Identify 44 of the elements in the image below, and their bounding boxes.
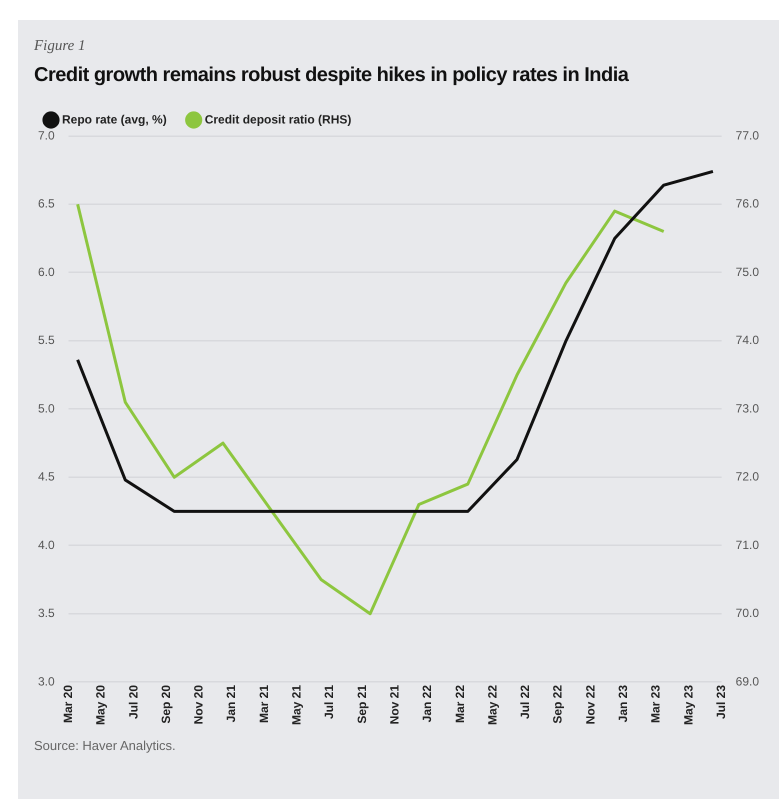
y2-tick-label: 72.0: [736, 470, 760, 484]
y-tick-label: 5.5: [38, 333, 55, 348]
y-tick-label: 4.5: [38, 470, 55, 484]
y2-tick-label: 75.0: [736, 264, 760, 279]
x-tick-label: Jan 22: [420, 684, 434, 722]
legend-label: Credit deposit ratio (RHS): [204, 112, 352, 126]
x-tick-label: May 23: [681, 684, 696, 726]
x-tick-label: Sep 20: [158, 684, 173, 724]
x-tick-label: Nov 21: [387, 684, 402, 724]
x-tick-label: Jul 23: [714, 684, 728, 720]
chart-title: Credit growth remains robust despite hikes in policy rates in India: [34, 64, 628, 87]
y2-tick-label: 71.0: [736, 538, 760, 552]
x-tick-label: Jul 21: [322, 684, 336, 720]
source-note: Source: Haver Analytics.: [34, 738, 176, 753]
x-tick-label: May 21: [290, 684, 304, 726]
x-tick-label: May 22: [485, 684, 500, 726]
y-tick-label: 5.0: [38, 401, 55, 416]
y2-tick-label: 73.0: [736, 401, 760, 416]
x-tick-label: Jan 21: [224, 684, 238, 722]
y2-tick-label: 70.0: [736, 606, 760, 620]
y-tick-label: 3.5: [38, 606, 55, 620]
x-tick-label: Nov 20: [192, 684, 206, 724]
x-tick-label: Jul 20: [126, 684, 140, 720]
chart-subtitle: Figure 1: [34, 38, 86, 55]
legend-label: Repo rate (avg, %): [62, 112, 167, 126]
x-tick-label: Mar 20: [60, 684, 75, 724]
y2-tick-label: 77.0: [736, 128, 760, 142]
y2-tick-label: 76.0: [736, 196, 760, 211]
x-tick-label: Mar 22: [452, 684, 467, 724]
y-tick-label: 4.0: [38, 538, 55, 552]
x-tick-label: Jul 22: [518, 684, 532, 720]
x-tick-label: May 20: [94, 684, 108, 726]
y-tick-label: 6.5: [38, 196, 55, 211]
x-tick-label: Nov 22: [583, 684, 598, 724]
x-tick-label: Sep 22: [550, 684, 565, 724]
y-tick-label: 7.0: [38, 128, 55, 142]
x-tick-label: Sep 21: [354, 684, 369, 724]
y2-tick-label: 74.0: [736, 333, 760, 348]
x-tick-label: Mar 23: [648, 684, 663, 724]
y-tick-label: 6.0: [38, 264, 55, 279]
y2-tick-label: 69.0: [736, 674, 760, 688]
y-tick-label: 3.0: [38, 674, 55, 688]
x-tick-label: Jan 23: [616, 684, 630, 722]
x-tick-label: Mar 21: [256, 684, 271, 724]
